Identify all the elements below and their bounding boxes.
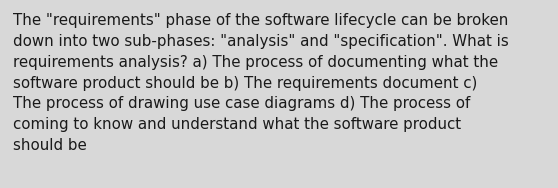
Text: The "requirements" phase of the software lifecycle can be broken
down into two s: The "requirements" phase of the software… (13, 13, 508, 153)
